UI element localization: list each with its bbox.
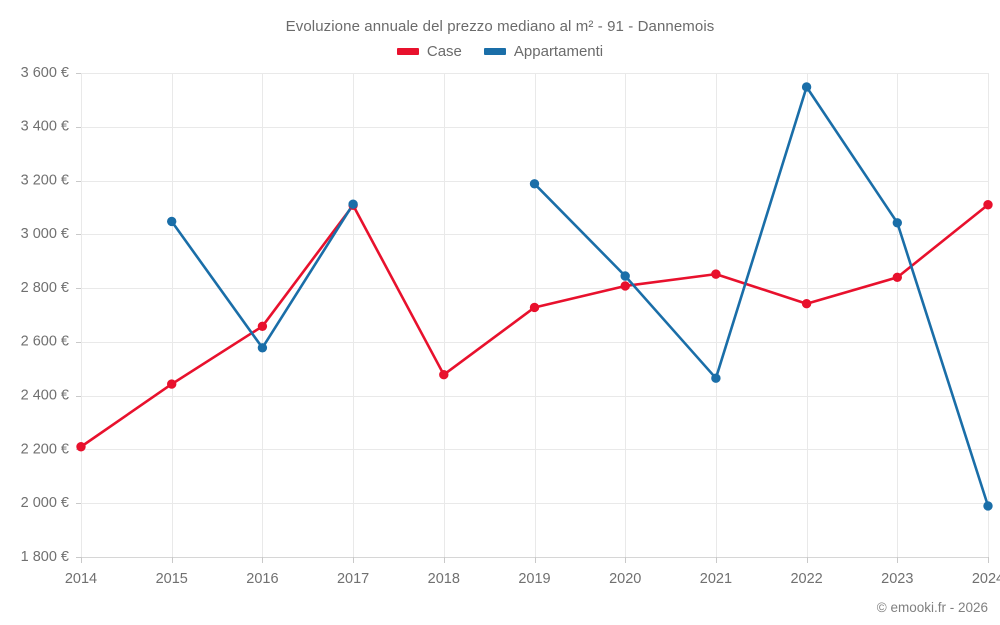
x-axis-tick-label: 2015 (156, 571, 188, 587)
data-point-marker[interactable] (801, 299, 812, 309)
x-axis-tick-label: 2023 (881, 571, 913, 587)
legend-label-case: Case (426, 43, 462, 60)
data-point-marker[interactable] (711, 373, 721, 383)
data-point-marker[interactable] (620, 281, 630, 291)
chart-title: Evoluzione annuale del prezzo mediano al… (285, 18, 715, 35)
data-point-marker[interactable] (439, 369, 449, 380)
y-axis-tick-label: 2 600 € (21, 334, 69, 350)
legend-item-case[interactable]: Case (396, 43, 462, 60)
data-point-marker[interactable] (801, 82, 812, 92)
data-point-marker[interactable] (167, 379, 177, 389)
x-axis-tick-label: 2020 (609, 571, 641, 587)
x-axis-labels: 2014 2015 2016 2017 2018 2019 2020 2021 2022 2023… (65, 571, 1000, 587)
series-line-case (79, 203, 990, 449)
x-axis-tick-label: 2017 (337, 571, 369, 587)
data-point-marker[interactable] (76, 442, 86, 452)
x-axis-tick-label: 2014 (65, 571, 97, 587)
data-point-marker[interactable] (711, 269, 721, 279)
legend-swatch-appartamenti (483, 48, 506, 55)
y-axis-tick-label: 1 800 € (21, 549, 69, 565)
data-point-marker[interactable] (257, 343, 268, 353)
x-axis-tick-label: 2022 (790, 571, 822, 587)
y-axis-tick-label: 3 200 € (21, 172, 69, 188)
y-axis-tick-label: 2 200 € (21, 441, 69, 457)
x-axis-tick-label: 2021 (700, 571, 732, 587)
legend-swatch-case (396, 48, 419, 55)
legend-label-appartamenti: Appartamenti (513, 43, 604, 60)
data-point-marker[interactable] (620, 271, 630, 281)
y-axis-labels: 1 800 € 2 000 € 2 200 € 2 400 € 2 600 € 2 800… (21, 65, 69, 565)
data-point-marker[interactable] (348, 199, 358, 209)
axis-ticks (76, 73, 989, 563)
data-point-marker[interactable] (257, 321, 268, 331)
chart-legend: Case Appartamenti (0, 43, 1000, 60)
y-axis-tick-label: 2 000 € (21, 495, 69, 511)
data-point-marker[interactable] (892, 272, 902, 283)
data-series (76, 82, 993, 511)
data-point-marker[interactable] (983, 501, 993, 511)
legend-item-appartamenti[interactable]: Appartamenti (483, 43, 604, 60)
y-axis-tick-label: 2 400 € (21, 387, 69, 403)
x-axis-tick-label: 2016 (246, 571, 278, 587)
data-point-marker[interactable] (983, 200, 993, 210)
data-point-marker[interactable] (892, 218, 902, 228)
data-point-marker[interactable] (529, 302, 540, 313)
y-axis-tick-label: 3 000 € (21, 226, 69, 242)
copyright-credit: © emooki.fr - 2026 (876, 600, 988, 615)
x-axis-tick-label: 2024 (972, 571, 1000, 587)
grid-lines (81, 73, 989, 558)
y-axis-tick-label: 3 600 € (21, 65, 69, 81)
x-axis-tick-label: 2018 (428, 571, 460, 587)
data-point-marker[interactable] (167, 216, 177, 227)
x-axis-tick-label: 2019 (518, 571, 550, 587)
series-line-appartamenti (533, 85, 990, 508)
y-axis-tick-label: 2 800 € (21, 280, 69, 296)
data-point-marker[interactable] (529, 179, 540, 189)
y-axis-tick-label: 3 400 € (21, 119, 69, 135)
